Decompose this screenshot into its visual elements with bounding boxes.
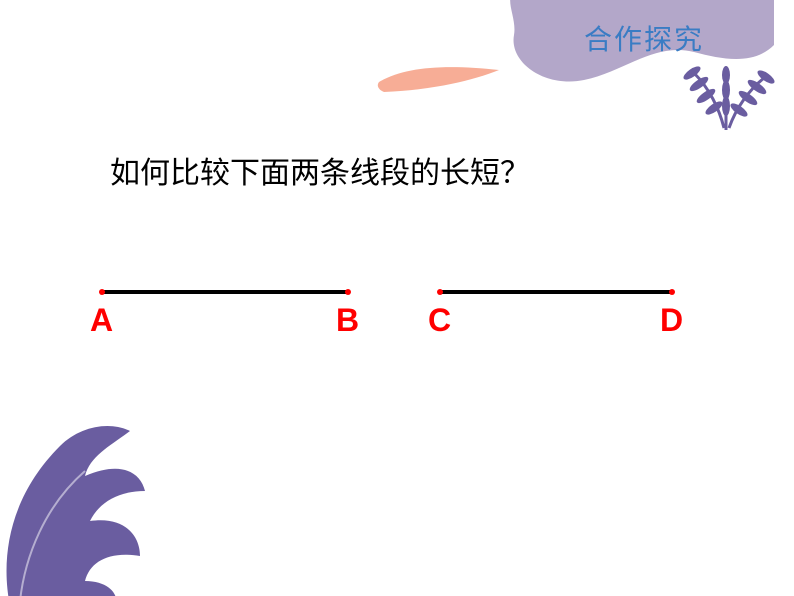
question-text: 如何比较下面两条线段的长短？ bbox=[110, 148, 530, 192]
point-b-dot bbox=[345, 289, 351, 295]
point-b-label: B bbox=[336, 302, 359, 339]
decor-leaf-bottom bbox=[0, 416, 160, 596]
point-a-dot bbox=[99, 289, 105, 295]
point-c-dot bbox=[437, 289, 443, 295]
decor-leaf-top bbox=[664, 48, 784, 138]
leaf-top-group bbox=[682, 64, 777, 130]
leaf-bottom-group bbox=[7, 426, 145, 596]
segment-cd-line bbox=[440, 290, 672, 294]
segment-ab-line bbox=[102, 290, 348, 294]
point-d-label: D bbox=[660, 302, 683, 339]
point-c-label: C bbox=[428, 302, 451, 339]
decor-coral-stroke bbox=[374, 62, 504, 97]
segments-container: A B C D bbox=[0, 290, 794, 360]
point-a-label: A bbox=[90, 302, 113, 339]
point-d-dot bbox=[669, 289, 675, 295]
coral-path bbox=[378, 67, 499, 92]
